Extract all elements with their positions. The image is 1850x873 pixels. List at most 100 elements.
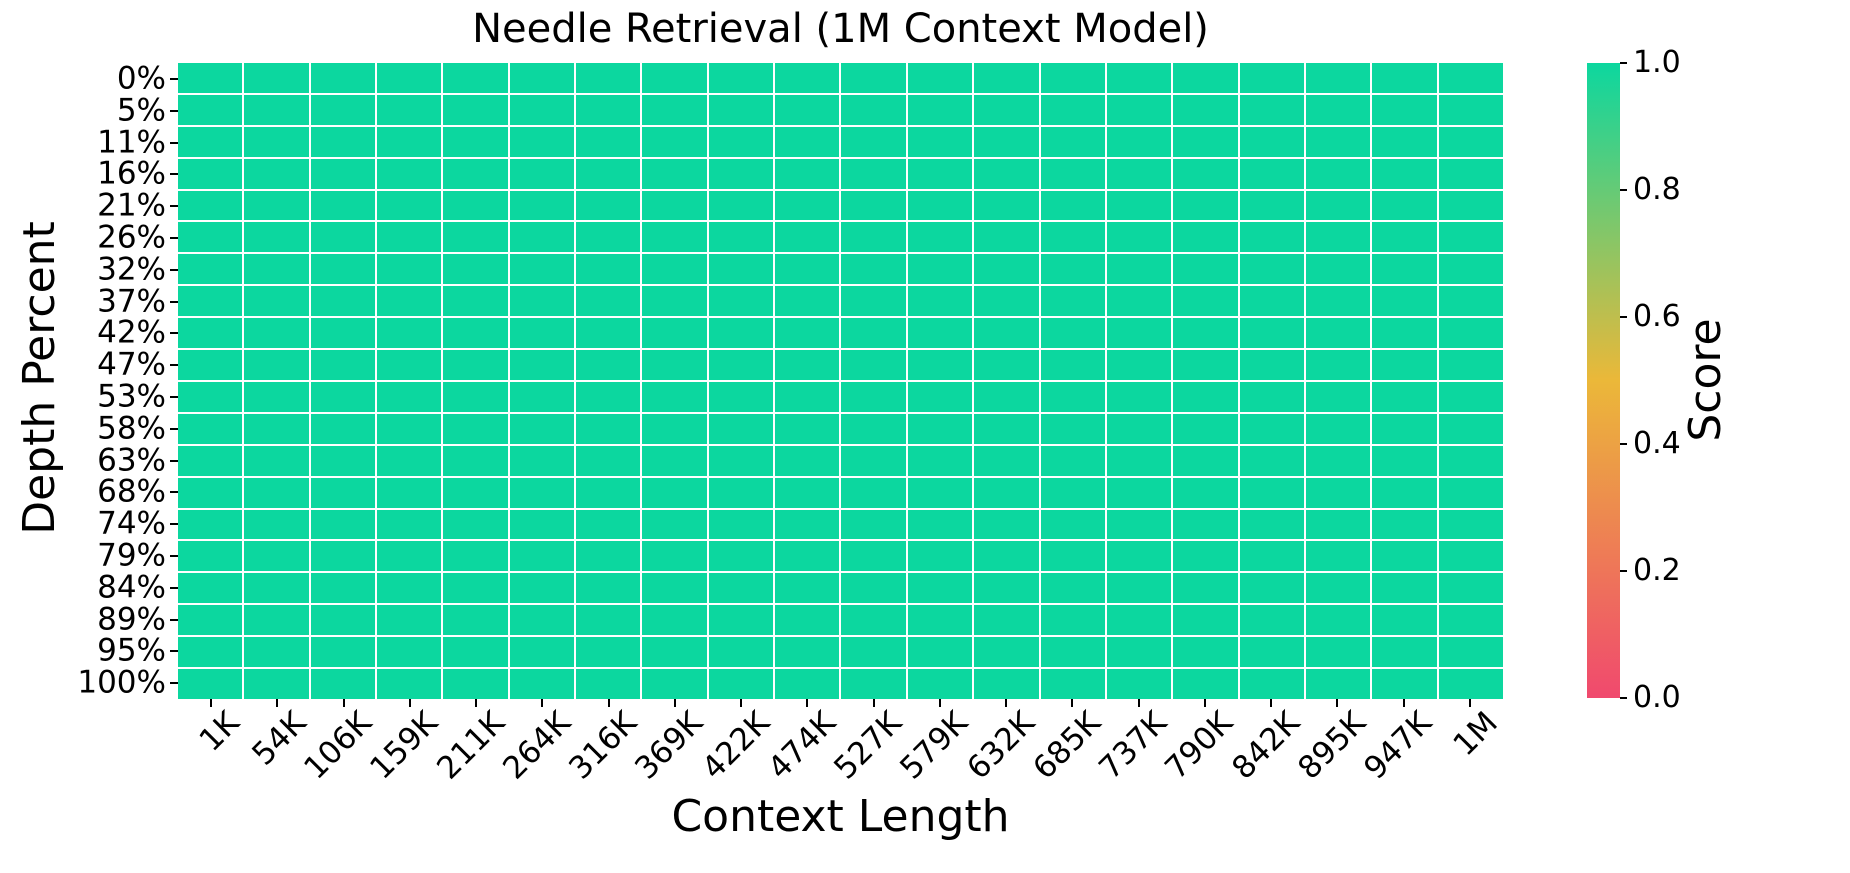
y-tick-label: 37% xyxy=(97,283,166,319)
heatmap-cell xyxy=(642,477,707,508)
heatmap-cell xyxy=(244,445,309,476)
heatmap-cell xyxy=(244,509,309,540)
x-tick-label: 1M xyxy=(1446,704,1506,764)
heatmap-cell xyxy=(1372,637,1437,668)
heatmap-cell xyxy=(1438,318,1503,349)
y-tick-label: 0% xyxy=(116,60,166,97)
heatmap-cell xyxy=(377,318,442,349)
x-tick-label: 106K xyxy=(297,704,379,787)
heatmap-cell xyxy=(974,413,1039,444)
heatmap-cell xyxy=(907,477,973,508)
x-tick-label: 947K xyxy=(1357,704,1439,787)
heatmap-cell xyxy=(1438,445,1503,476)
heatmap-cell xyxy=(1438,254,1503,285)
heatmap-cell xyxy=(1372,350,1437,380)
heatmap-cell xyxy=(509,445,575,476)
heatmap-cell xyxy=(907,158,973,189)
y-tick-mark xyxy=(170,682,178,685)
heatmap-cell xyxy=(907,254,973,285)
heatmap-cell xyxy=(244,605,309,636)
x-tick-label: 369K xyxy=(628,704,711,787)
heatmap-cell xyxy=(907,222,973,253)
heatmap-cell xyxy=(974,381,1039,412)
heatmap-cell xyxy=(310,318,376,349)
heatmap-cell xyxy=(1438,573,1503,604)
y-tick-mark xyxy=(170,300,178,303)
heatmap-cell xyxy=(1305,254,1371,285)
heatmap-cell xyxy=(1305,509,1371,540)
heatmap-cell xyxy=(1040,381,1105,412)
colorbar-tick-mark xyxy=(1620,62,1627,64)
y-tick-mark xyxy=(170,205,178,208)
heatmap-cell xyxy=(1173,350,1238,380)
heatmap-cell xyxy=(1106,669,1172,699)
heatmap-cell xyxy=(310,158,376,189)
y-tick-label: 63% xyxy=(97,442,166,478)
heatmap-cell xyxy=(1173,541,1238,572)
heatmap-cell xyxy=(974,669,1039,699)
heatmap-cell xyxy=(1305,445,1371,476)
heatmap-cell xyxy=(509,94,575,125)
heatmap-cell xyxy=(310,222,376,253)
heatmap-cell xyxy=(377,222,442,253)
x-tick-label: 316K xyxy=(562,704,644,787)
x-tick-mark xyxy=(1270,699,1273,707)
heatmap-cell xyxy=(642,190,707,221)
heatmap-cell xyxy=(377,381,442,412)
heatmap-cell xyxy=(1239,381,1304,412)
heatmap-cell xyxy=(974,190,1039,221)
y-tick-label: 32% xyxy=(97,251,166,288)
heatmap-cell xyxy=(1106,63,1172,93)
y-tick-mark xyxy=(170,554,178,557)
x-tick-mark xyxy=(276,699,279,707)
x-tick-label: 579K xyxy=(893,704,976,787)
heatmap-cell xyxy=(1305,477,1371,508)
heatmap-cell xyxy=(841,605,906,636)
heatmap-cell xyxy=(1305,669,1371,699)
x-tick-mark xyxy=(1336,699,1339,707)
heatmap-cell xyxy=(509,190,575,221)
heatmap-cell xyxy=(1372,381,1437,412)
heatmap-cell xyxy=(1106,445,1172,476)
x-tick-label: 474K xyxy=(761,704,843,787)
heatmap-cell xyxy=(775,445,840,476)
x-tick-mark xyxy=(1071,699,1074,707)
heatmap-cell xyxy=(178,94,243,125)
heatmap-cell xyxy=(310,381,376,412)
heatmap-cell xyxy=(775,254,840,285)
heatmap-cell xyxy=(178,63,243,93)
x-tick-mark xyxy=(210,699,213,707)
heatmap-cell xyxy=(708,222,774,253)
heatmap-cell xyxy=(310,126,376,157)
heatmap-cell xyxy=(708,318,774,349)
heatmap-cell xyxy=(775,350,840,380)
heatmap-cell xyxy=(642,509,707,540)
heatmap-cell xyxy=(1040,509,1105,540)
x-tick-mark xyxy=(740,699,743,707)
heatmap-cell xyxy=(310,63,376,93)
heatmap-cell xyxy=(1040,63,1105,93)
heatmap-cell xyxy=(907,190,973,221)
heatmap-cell xyxy=(576,445,641,476)
heatmap-cell xyxy=(1040,605,1105,636)
heatmap-cell xyxy=(1040,350,1105,380)
heatmap-cell xyxy=(310,254,376,285)
heatmap-cell xyxy=(708,254,774,285)
heatmap-cell xyxy=(642,413,707,444)
x-axis-label: Context Length xyxy=(671,791,1010,842)
heatmap-cell xyxy=(1173,318,1238,349)
heatmap-cell xyxy=(1372,286,1437,317)
heatmap-cell xyxy=(1040,94,1105,125)
heatmap-cell xyxy=(1372,63,1437,93)
heatmap-cell xyxy=(1438,413,1503,444)
heatmap-cell xyxy=(775,541,840,572)
heatmap-cell xyxy=(1239,413,1304,444)
heatmap-cell xyxy=(576,477,641,508)
heatmap-cell xyxy=(1305,126,1371,157)
heatmap-cell xyxy=(775,222,840,253)
heatmap-cell xyxy=(642,541,707,572)
heatmap-cell xyxy=(841,254,906,285)
heatmap-cell xyxy=(1173,158,1238,189)
x-tick-label: 790K xyxy=(1158,704,1241,787)
